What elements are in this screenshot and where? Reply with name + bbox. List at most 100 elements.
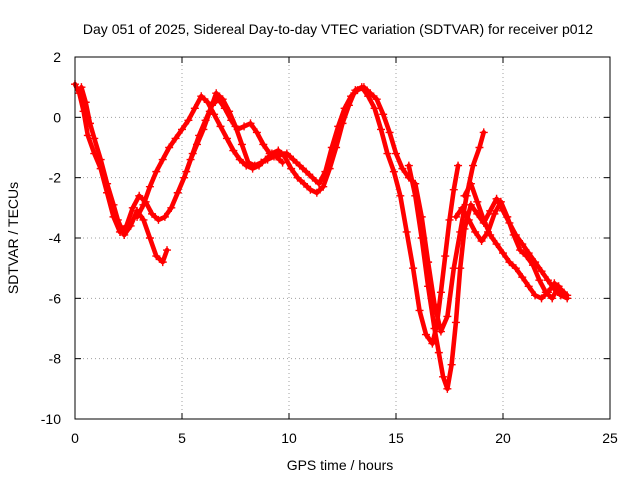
data-point (338, 119, 347, 128)
data-point (456, 264, 465, 273)
data-point (499, 249, 507, 258)
data-point (479, 215, 488, 224)
y-tick-label: -8 (49, 351, 62, 367)
data-point (449, 185, 458, 194)
data-point (272, 152, 281, 161)
data-point (543, 276, 552, 285)
data-point (511, 264, 520, 273)
data-point (503, 212, 512, 221)
data-point (424, 282, 433, 291)
data-point (109, 200, 118, 209)
data-point (197, 92, 206, 101)
data-point (306, 185, 315, 194)
data-point (357, 83, 366, 92)
data-point (289, 155, 298, 164)
data-point (85, 119, 94, 128)
data-point (383, 149, 392, 158)
data-point (509, 230, 518, 239)
data-point (344, 101, 353, 110)
data-point (210, 110, 219, 119)
data-point (173, 188, 182, 197)
data-point (163, 246, 172, 255)
data-point (396, 191, 405, 200)
data-point (242, 161, 251, 170)
data-point (364, 92, 373, 101)
data-point (240, 122, 249, 131)
data-point (278, 158, 287, 167)
data-point (152, 252, 161, 261)
data-point (441, 252, 450, 261)
data-point (486, 206, 495, 215)
x-tick-label: 25 (602, 430, 618, 446)
data-point (83, 131, 92, 140)
data-point (248, 164, 257, 173)
data-point (314, 179, 323, 188)
y-tick-label: 0 (53, 109, 61, 125)
data-point (207, 101, 216, 110)
data-point (524, 282, 533, 291)
data-point (235, 155, 244, 164)
data-point (184, 116, 193, 125)
data-point (222, 134, 231, 143)
data-point (182, 167, 191, 176)
series-satellite-track-4 (182, 95, 287, 176)
data-point (392, 149, 400, 158)
data-point (490, 209, 499, 218)
data-point (255, 161, 264, 170)
data-point (158, 258, 167, 267)
data-point (220, 104, 229, 113)
data-point (434, 348, 443, 357)
data-point (246, 119, 255, 128)
data-point (280, 152, 289, 161)
data-point (460, 224, 469, 233)
y-tick-label: -4 (49, 230, 62, 246)
data-point (120, 230, 129, 239)
data-point (439, 372, 448, 381)
data-point (522, 252, 531, 261)
data-point (451, 318, 460, 327)
data-point (466, 179, 475, 188)
data-point (415, 306, 424, 315)
data-point (454, 161, 463, 170)
data-point (469, 161, 478, 170)
data-point (319, 182, 328, 191)
data-point (447, 360, 456, 369)
data-point (479, 128, 488, 137)
data-point (460, 191, 469, 200)
chart-title: Day 051 of 2025, Sidereal Day-to-day VTE… (83, 21, 593, 37)
data-point (90, 134, 99, 143)
data-point (152, 167, 161, 176)
data-point (471, 227, 480, 236)
y-tick-label: -2 (49, 170, 62, 186)
data-point (351, 86, 360, 95)
data-point (178, 125, 186, 134)
grid-lines (75, 57, 610, 419)
data-point (133, 212, 142, 221)
data-point (486, 230, 495, 239)
data-point (188, 149, 197, 158)
data-point (113, 215, 122, 224)
data-point (171, 134, 180, 143)
data-point (516, 246, 525, 255)
data-point (492, 240, 501, 249)
y-tick-label: -6 (49, 290, 62, 306)
data-point (421, 330, 430, 339)
data-point (227, 116, 236, 125)
data-point (443, 312, 452, 321)
data-point (430, 324, 439, 333)
data-point (293, 173, 302, 182)
data-point (308, 173, 317, 182)
data-point (126, 221, 135, 230)
data-point (377, 125, 386, 134)
data-point (505, 258, 514, 267)
data-point (556, 285, 565, 294)
data-point (537, 267, 546, 276)
data-point (518, 273, 527, 282)
data-point (237, 140, 246, 149)
data-point (548, 294, 557, 303)
data-point (436, 288, 445, 297)
data-point (295, 161, 304, 170)
series-satellite-track-2 (77, 83, 172, 267)
x-tick-label: 15 (388, 430, 404, 446)
